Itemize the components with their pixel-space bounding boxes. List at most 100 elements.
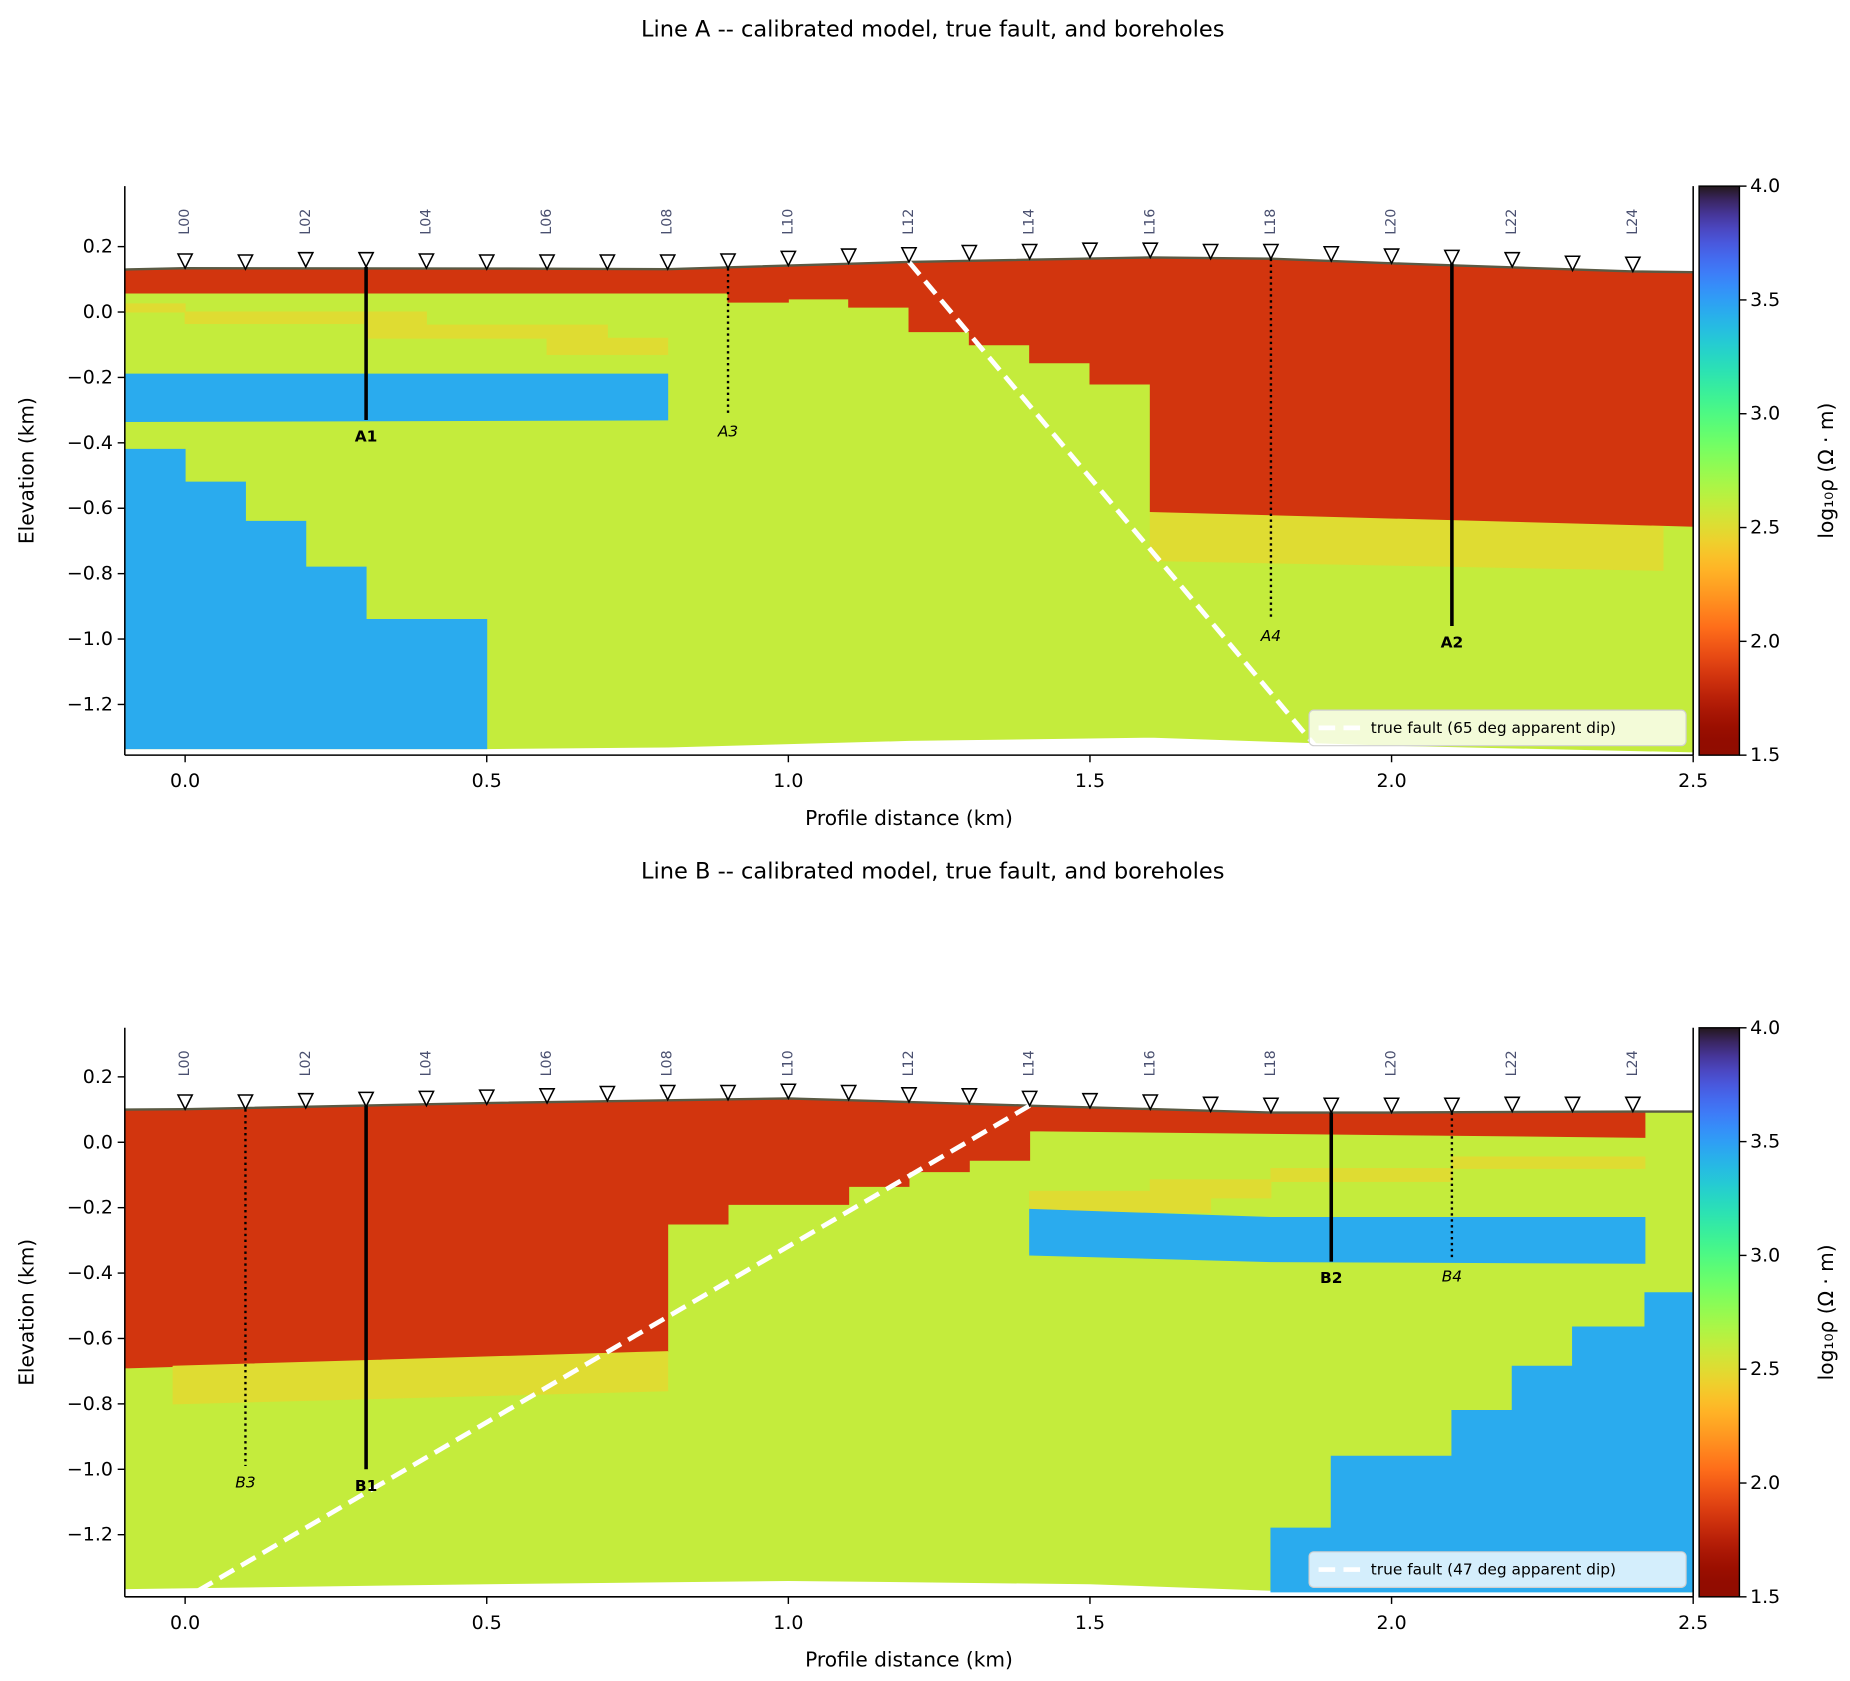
- station-marker: [1262, 243, 1280, 261]
- y-axis-label: Elevation (km): [14, 397, 38, 544]
- legend-box: [1308, 709, 1687, 747]
- station-marker: [840, 248, 858, 266]
- colorbar-tick-label: 4.0: [1750, 1017, 1780, 1039]
- borehole-label: B3: [235, 1474, 255, 1492]
- y-tick-label: −0.6: [67, 1327, 113, 1349]
- station-label: L10: [780, 209, 796, 235]
- borehole-label: A4: [1260, 627, 1281, 645]
- station-marker: [1503, 1096, 1521, 1114]
- chart-title: Line B -- calibrated model, true fault, …: [641, 858, 1225, 884]
- colorbar-tick-label: 2.0: [1750, 1472, 1780, 1494]
- station-label: L22: [1504, 209, 1520, 235]
- station-marker: [1021, 1090, 1039, 1108]
- unit-polygon: [124, 448, 488, 750]
- station-label: L18: [1263, 209, 1279, 235]
- station-label: L16: [1142, 209, 1158, 235]
- station-marker: [960, 1088, 978, 1105]
- x-tick-label: 0.0: [170, 770, 200, 792]
- station-marker: [418, 1090, 435, 1108]
- resistivity-unit: [124, 303, 669, 356]
- x-tick-label: 1.5: [1075, 770, 1105, 792]
- borehole-label: B4: [1442, 1268, 1462, 1286]
- station-marker: [1202, 1096, 1219, 1114]
- fault-line: [907, 260, 1318, 749]
- y-tick-label: −0.8: [67, 1393, 113, 1415]
- station-label: L02: [298, 1050, 314, 1076]
- station-marker: [960, 244, 978, 262]
- y-tick-label: 0.2: [83, 236, 113, 258]
- borehole-label: A2: [1441, 634, 1464, 652]
- colorbar-tick-label: 3.5: [1750, 289, 1780, 311]
- station-marker: [779, 250, 797, 268]
- station-marker: [1624, 256, 1642, 274]
- station-label: L16: [1142, 1050, 1158, 1076]
- legend-box: [1308, 1551, 1687, 1588]
- colorbar-tick-label: 3.0: [1750, 1244, 1780, 1266]
- station-label: L24: [1625, 1050, 1641, 1076]
- station-label: L10: [780, 1050, 796, 1076]
- resistivity-unit: [1270, 1292, 1694, 1593]
- station-marker: [1322, 1097, 1340, 1115]
- legend: true fault (65 deg apparent dip): [1308, 709, 1687, 747]
- station-marker: [840, 1084, 858, 1102]
- colorbar-tick-label: 4.0: [1750, 175, 1780, 197]
- station-marker: [1141, 242, 1159, 260]
- station-marker: [719, 253, 737, 270]
- colorbar: [1698, 185, 1741, 756]
- resistivity-unit: [1029, 1156, 1646, 1214]
- borehole-label: B2: [1320, 1269, 1342, 1287]
- x-tick-label: 2.5: [1678, 770, 1708, 792]
- colorbar-tick-label: 2.5: [1750, 517, 1780, 539]
- legend: true fault (47 deg apparent dip): [1308, 1551, 1687, 1588]
- station-label: L00: [177, 209, 193, 235]
- x-tick-label: 1.0: [773, 1612, 803, 1634]
- colorbar-tick-label: 2.5: [1750, 1358, 1780, 1380]
- station-marker: [357, 1091, 375, 1109]
- station-marker: [538, 1088, 556, 1105]
- station-marker: [176, 253, 194, 270]
- colorbar: [1698, 1027, 1741, 1598]
- station-marker: [478, 254, 496, 271]
- y-axis-label: Elevation (km): [14, 1239, 38, 1386]
- station-marker: [659, 254, 677, 271]
- station-label: L12: [901, 209, 917, 235]
- station-label: L20: [1384, 209, 1400, 235]
- unit-polygon: [1270, 1292, 1694, 1593]
- x-tick-label: 0.0: [170, 1612, 200, 1634]
- y-tick-label: −1.2: [67, 693, 113, 715]
- station-marker: [779, 1083, 797, 1101]
- y-tick-label: −0.2: [67, 1197, 113, 1219]
- station-marker: [1021, 243, 1039, 261]
- unit-polygon: [1029, 1208, 1646, 1264]
- chart-title: Line A -- calibrated model, true fault, …: [641, 17, 1224, 43]
- station-marker: [237, 1094, 254, 1111]
- station-label: L02: [298, 209, 314, 235]
- station-marker: [1081, 1092, 1099, 1110]
- station-label: L14: [1022, 1050, 1038, 1076]
- station-marker: [538, 254, 556, 271]
- station-label: L08: [660, 209, 676, 235]
- legend-label: true fault (65 deg apparent dip): [1371, 719, 1616, 737]
- station-marker: [1503, 251, 1521, 269]
- station-marker: [1564, 255, 1581, 273]
- station-marker: [900, 1087, 918, 1104]
- y-tick-label: −1.2: [67, 1524, 113, 1546]
- station-marker: [599, 254, 616, 271]
- station-label: L00: [177, 1050, 193, 1076]
- station-label: L20: [1384, 1050, 1400, 1076]
- station-marker: [1081, 242, 1099, 260]
- station-marker: [357, 251, 375, 269]
- station-marker: [1383, 1097, 1400, 1115]
- borehole-label: A1: [355, 428, 378, 446]
- station-label: L06: [539, 1050, 555, 1076]
- borehole-label: B1: [355, 1477, 377, 1495]
- station-marker: [900, 246, 918, 264]
- model-section: [124, 256, 1694, 753]
- station-label: L18: [1263, 1050, 1279, 1076]
- unit-polygon: [124, 303, 669, 356]
- station-marker: [1262, 1097, 1280, 1115]
- colorbar-label: log₁₀ρ (Ω · m): [1814, 1244, 1838, 1380]
- colorbar-tick-label: 2.0: [1750, 630, 1780, 652]
- station-label: L04: [418, 209, 434, 235]
- station-marker: [1624, 1096, 1642, 1114]
